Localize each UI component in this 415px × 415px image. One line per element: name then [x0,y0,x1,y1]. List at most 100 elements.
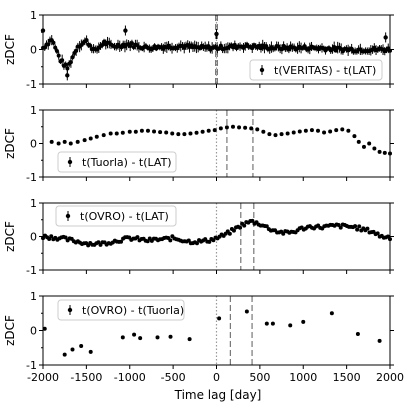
panel-3: -1 0 1 zDCF t(OVRO) - t(LAT) [3,197,394,277]
legend-box [55,205,177,227]
data-point [227,231,232,236]
y-tick-label: -1 [26,359,37,372]
data-point [334,128,339,133]
data-point [250,46,255,51]
data-point [75,139,80,144]
y-axis-label: zDCF [3,221,17,252]
data-point [217,316,222,321]
data-point [74,48,79,53]
data-point [352,134,357,139]
data-point [353,224,358,229]
y-axis-label: zDCF [3,315,17,346]
data-point [168,238,173,243]
data-point [114,131,119,136]
data-point [340,127,345,132]
y-tick-label: 1 [30,104,37,117]
data-point [218,43,223,48]
data-point [328,129,333,134]
data-point [244,309,249,314]
data-point [356,139,361,144]
y-tick-label: 0 [30,138,37,151]
data-point [129,41,134,46]
data-point [315,128,320,133]
data-point [138,336,143,341]
data-point [94,134,99,139]
legend-marker [259,67,265,73]
data-point [70,347,75,352]
legend-marker [65,213,71,219]
data-point [145,128,150,133]
data-point [237,125,242,130]
data-point [176,132,181,137]
y-tick-label: -1 [26,78,37,91]
data-point [56,141,61,146]
data-point [70,55,75,60]
y-tick-label: 1 [30,197,37,210]
data-point [285,131,290,136]
data-point [250,218,255,223]
data-point [261,129,266,134]
data-point [214,31,219,37]
data-point [145,239,150,244]
y-tick-label: 0 [30,231,37,244]
data-point [60,58,65,63]
data-point [194,130,199,135]
data-point [51,40,56,45]
legend-box [57,299,185,321]
x-tick-label: -500 [161,371,186,384]
data-point [127,129,132,134]
data-point [170,131,175,136]
data-point [372,146,377,151]
data-point [88,43,93,48]
data-point [377,149,382,154]
data-point [355,331,360,336]
data-point [56,53,61,58]
x-tick-label: -1500 [70,371,102,384]
data-point [382,150,387,155]
legend-label: t(OVRO) - t(LAT) [80,210,169,223]
y-tick-label: 1 [30,9,37,22]
data-point [288,323,293,328]
data-point [135,235,140,240]
data-point [255,127,260,132]
data-point [188,131,193,136]
data-point [42,45,47,50]
data-point [182,132,187,137]
data-point [375,231,380,236]
data-point [301,319,306,324]
data-point [383,35,388,40]
data-point [88,349,93,354]
data-point [63,235,68,240]
data-point [322,130,327,135]
data-point [108,131,113,136]
x-tick-label: 500 [249,371,270,384]
data-point [264,43,269,48]
data-point [377,338,382,343]
data-point [65,73,70,78]
data-point [49,234,54,239]
data-point [62,139,67,144]
data-point [65,66,70,71]
data-point [82,138,87,143]
data-point [279,47,284,52]
data-point [303,128,308,133]
data-point [53,45,58,50]
data-point [367,141,372,146]
data-point [291,130,296,135]
data-point [119,239,124,244]
data-point [232,42,237,47]
data-point [62,352,67,357]
data-point [63,62,68,67]
y-axis-label: zDCF [3,128,17,159]
legend-box [249,59,383,81]
data-point [212,128,217,133]
data-point [120,335,125,340]
data-point [231,228,236,233]
data-point [264,224,269,229]
data-point [242,223,247,228]
x-tick-label: -2000 [27,371,59,384]
data-point [273,133,278,138]
data-point [68,60,73,65]
y-axis-label: zDCF [3,34,17,65]
data-point [54,49,59,54]
